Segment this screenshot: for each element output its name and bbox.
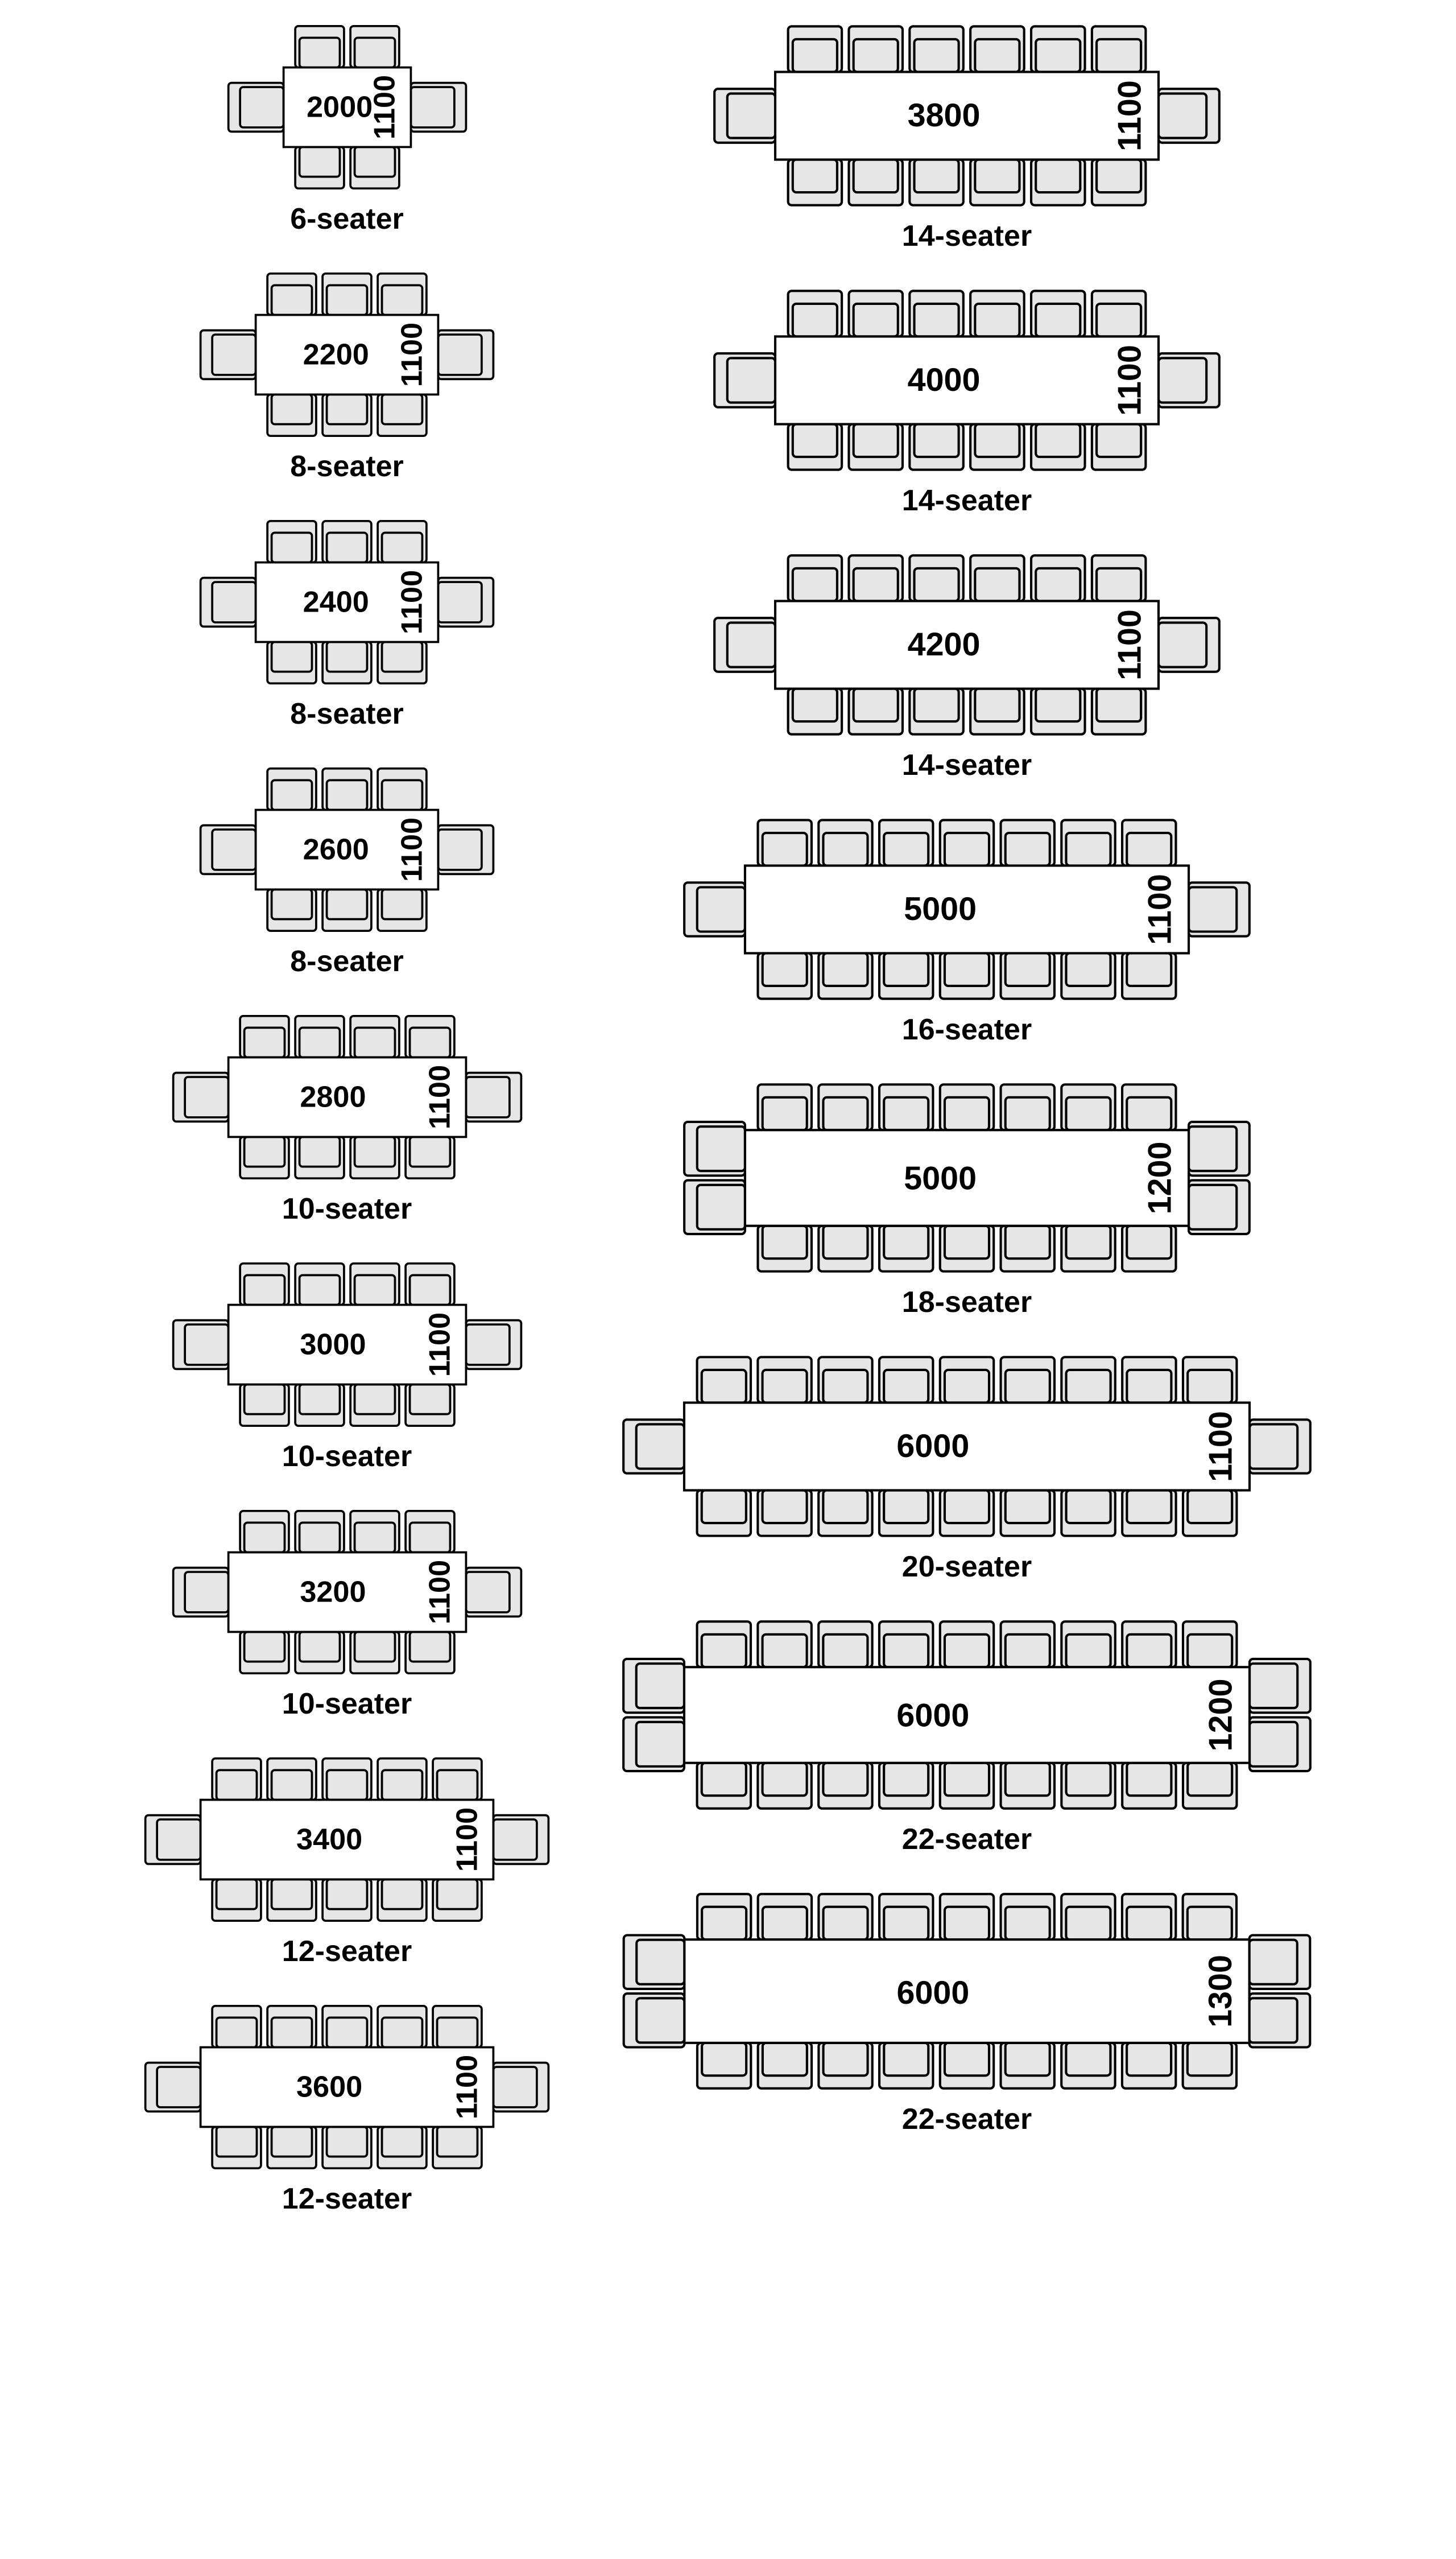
table-length-label: 2600 [303, 833, 369, 866]
page: 200011006-seater 220011008-seater [0, 0, 1456, 2261]
table-diagram-icon: 2200 1100 [197, 270, 497, 439]
table-length-label: 3200 [300, 1575, 366, 1608]
seater-caption: 10-seater [282, 1687, 412, 1721]
table-item: 4000 1100 14-seater [711, 287, 1223, 518]
table-item: 20001100 6-seater [225, 23, 469, 236]
left-column: 200011006-seater 220011008-seater [142, 23, 552, 2216]
table-diagram-icon: 2600 1100 [197, 765, 497, 934]
table-item: 4200 1100 14-seater [711, 552, 1223, 782]
table-diagram-icon: 4000 1100 [711, 287, 1223, 473]
table-diagram-icon: 6000 1100 [620, 1353, 1314, 1539]
table-length-label: 4000 [908, 362, 981, 398]
table-length-label: 2000 [306, 90, 372, 123]
table-length-label: 5000 [904, 891, 977, 927]
table-item: 3800 1100 14-seater [711, 23, 1223, 253]
seater-caption: 18-seater [902, 1285, 1032, 1319]
table-diagram-icon: 6000 1200 [620, 1618, 1314, 1812]
seater-caption: 14-seater [902, 219, 1032, 253]
seater-caption: 14-seater [902, 748, 1032, 782]
table-width-label: 1300 [1202, 1955, 1239, 2028]
table-item: 2600 1100 8-seater [197, 765, 497, 979]
table-diagram-icon: 5000 1100 [681, 816, 1253, 1002]
seater-caption: 12-seater [282, 2182, 412, 2216]
table-width-label: 1200 [1202, 1679, 1239, 1752]
table-diagram-icon: 2400 1100 [197, 518, 497, 687]
table-item: 2800 1100 10-seater [170, 1013, 524, 1226]
table-diagram-icon: 6000 1300 [620, 1891, 1314, 2092]
table-width-label: 1100 [451, 2055, 484, 2119]
seater-caption: 20-seater [902, 1550, 1032, 1584]
table-length-label: 3600 [296, 2070, 362, 2103]
table-length-label: 6000 [896, 1698, 969, 1734]
right-column: 3800110014-seater 4 [620, 23, 1314, 2216]
table-diagram-icon: 4200 1100 [711, 552, 1223, 738]
table-diagram-icon: 3200 1100 [170, 1508, 524, 1677]
table-diagram-icon: 20001100 [225, 23, 469, 192]
seater-caption: 8-seater [290, 697, 403, 731]
seater-caption: 22-seater [902, 1822, 1032, 1856]
table-item: 3600 1100 12-seater [142, 2003, 552, 2216]
table-width-label: 1100 [423, 1065, 456, 1129]
table-diagram-icon: 2800 1100 [170, 1013, 524, 1182]
table-length-label: 3400 [296, 1823, 362, 1856]
table-width-label: 1100 [423, 1560, 456, 1624]
table-width-label: 1100 [451, 1807, 484, 1872]
seater-caption: 14-seater [902, 484, 1032, 518]
table-width-label: 1100 [396, 323, 429, 387]
table-length-label: 2400 [303, 585, 369, 618]
table-item: 3200 1100 10-seater [170, 1508, 524, 1721]
seater-caption: 10-seater [282, 1439, 412, 1474]
table-item: 3000 1100 10-seater [170, 1260, 524, 1474]
table-length-label: 3800 [908, 97, 981, 134]
table-diagram-icon: 3400 1100 [142, 1755, 552, 1924]
table-item: 2400 1100 8-seater [197, 518, 497, 731]
table-width-label: 1100 [1111, 345, 1148, 416]
table-length-label: 2800 [300, 1080, 366, 1113]
seater-caption: 22-seater [902, 2102, 1032, 2136]
table-item: 5000 1200 18-seater [681, 1081, 1253, 1319]
table-diagram-icon: 5000 1200 [681, 1081, 1253, 1275]
table-item: 2200 1100 8-seater [197, 270, 497, 484]
table-length-label: 6000 [896, 1975, 969, 2011]
table-item: 6000 1300 22-seater [620, 1891, 1314, 2136]
table-item: 6000 1100 20-seater [620, 1353, 1314, 1584]
table-length-label: 4200 [908, 626, 981, 663]
seater-caption: 8-seater [290, 449, 403, 484]
table-diagram-icon: 3000 1100 [170, 1260, 524, 1429]
table-diagram-icon: 3800 1100 [711, 23, 1223, 209]
table-item: 6000 1200 22-seater [620, 1618, 1314, 1856]
table-length-label: 2200 [303, 338, 369, 371]
table-width-label: 1200 [1141, 1142, 1178, 1215]
seater-caption: 8-seater [290, 944, 403, 979]
table-width-label: 1100 [1111, 609, 1148, 680]
table-width-label: 1100 [396, 570, 429, 634]
table-length-label: 5000 [904, 1161, 977, 1197]
table-width-label: 1100 [1111, 80, 1148, 151]
table-length-label: 6000 [896, 1428, 969, 1464]
table-width-label: 1100 [396, 818, 429, 882]
table-diagram-icon: 3600 1100 [142, 2003, 552, 2172]
seater-caption: 16-seater [902, 1013, 1032, 1047]
table-item: 5000 1100 16-seater [681, 816, 1253, 1047]
seater-caption: 12-seater [282, 1934, 412, 1968]
table-width-label: 1100 [1202, 1411, 1239, 1482]
table-length-label: 3000 [300, 1328, 366, 1361]
table-width-label: 1100 [1141, 874, 1178, 945]
table-item: 3400 1100 12-seater [142, 1755, 552, 1968]
seater-caption: 6-seater [290, 202, 403, 236]
table-width-label: 1100 [423, 1312, 456, 1377]
seater-caption: 10-seater [282, 1192, 412, 1226]
table-width-label: 1100 [368, 75, 401, 139]
